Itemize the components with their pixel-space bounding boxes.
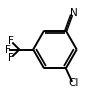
Text: Cl: Cl: [68, 78, 78, 88]
Text: N: N: [70, 8, 78, 18]
Text: F: F: [5, 44, 11, 55]
Text: F: F: [8, 53, 14, 63]
Text: F: F: [8, 36, 14, 46]
